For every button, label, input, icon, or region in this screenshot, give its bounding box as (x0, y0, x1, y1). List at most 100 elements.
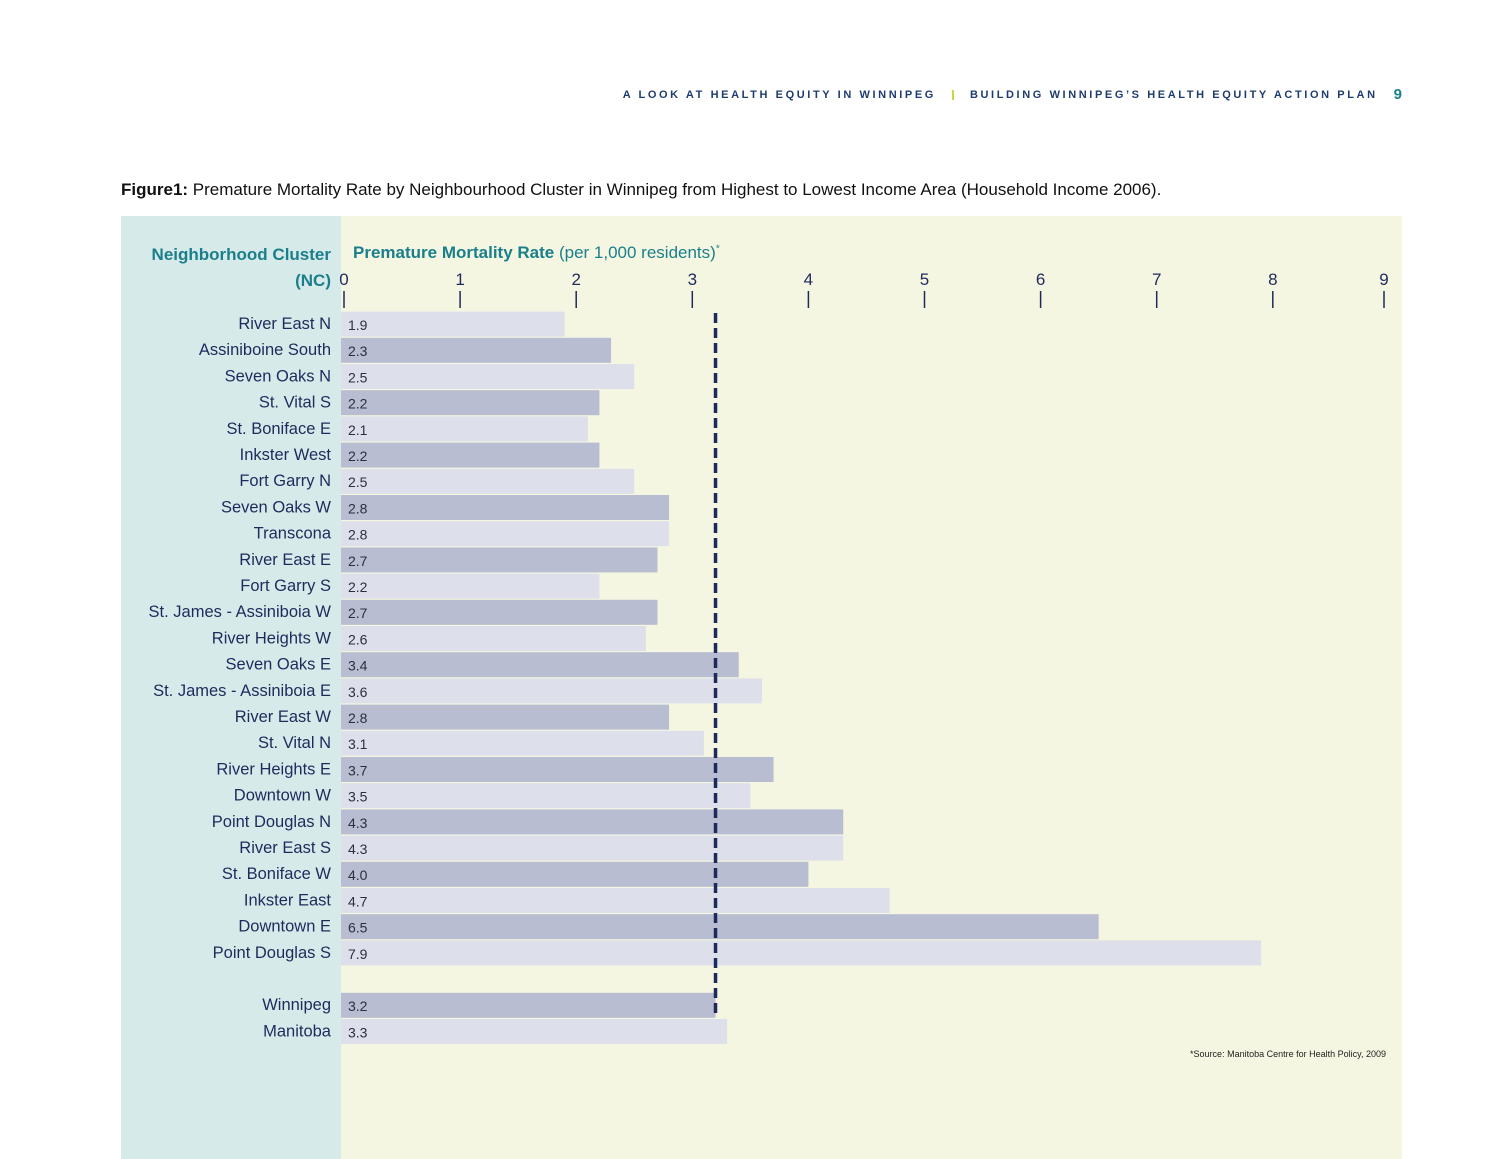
data-label: 3.1 (348, 736, 368, 752)
x-tick-label: 4 (804, 270, 813, 289)
page-number: 9 (1393, 86, 1402, 103)
data-label: 3.3 (348, 1024, 368, 1040)
data-label: 2.3 (348, 343, 368, 359)
category-label: Inkster West (240, 446, 332, 464)
data-label: 3.7 (348, 762, 368, 778)
bar (341, 678, 762, 704)
data-label: 3.6 (348, 684, 368, 700)
bar (341, 495, 670, 520)
category-label: Seven Oaks W (221, 498, 331, 516)
category-panel (121, 216, 341, 1159)
category-label: St. Boniface W (222, 865, 332, 883)
running-header: A LOOK AT HEALTH EQUITY IN WINNIPEG BUIL… (623, 86, 1402, 103)
category-label: River East W (235, 708, 332, 726)
category-label: Seven Oaks N (225, 367, 331, 385)
bar (341, 652, 739, 678)
figure-caption-label: Figure1: (121, 180, 189, 199)
data-label: 4.7 (348, 893, 368, 909)
category-label: Fort Garry S (240, 577, 331, 595)
category-label: St. Boniface E (226, 420, 331, 438)
category-label: River East E (239, 551, 331, 569)
data-label: 7.9 (348, 946, 368, 962)
bar (341, 757, 774, 782)
bar (341, 442, 600, 468)
category-label: Point Douglas N (212, 813, 331, 831)
data-label: 2.5 (348, 369, 368, 385)
bar (341, 573, 600, 599)
x-tick-label: 9 (1379, 270, 1388, 289)
category-label: St. Vital N (258, 734, 331, 752)
bar (341, 704, 670, 730)
category-label: River Heights W (212, 629, 332, 647)
category-label: Assiniboine South (199, 341, 331, 359)
data-label: 3.2 (348, 998, 368, 1014)
bar (341, 835, 844, 861)
running-header-left: A LOOK AT HEALTH EQUITY IN WINNIPEG (622, 88, 936, 101)
data-label: 2.2 (348, 579, 368, 595)
x-tick-label: 3 (688, 270, 697, 289)
data-label: 1.9 (348, 317, 368, 333)
x-tick-label: 2 (571, 270, 580, 289)
bar (341, 626, 646, 651)
x-tick-label: 1 (455, 270, 464, 289)
data-label: 3.4 (348, 658, 368, 674)
bar (341, 416, 588, 442)
data-label: 2.6 (348, 631, 368, 647)
x-tick-label: 5 (920, 270, 929, 289)
bar (341, 521, 670, 547)
data-label: 2.2 (348, 396, 368, 412)
category-label: Inkster East (244, 891, 332, 909)
x-axis-title-rest: (per 1,000 residents) (554, 243, 716, 262)
x-tick-label: 7 (1152, 270, 1161, 289)
x-tick-label: 0 (339, 270, 348, 289)
data-label: 2.5 (348, 474, 368, 490)
bar (341, 311, 565, 337)
bar (341, 940, 1262, 966)
x-axis-title: Premature Mortality Rate (per 1,000 resi… (353, 243, 720, 263)
bar (341, 547, 658, 573)
category-label: Downtown W (234, 787, 332, 805)
category-label: St. James - Assiniboia E (153, 682, 331, 700)
category-label: Seven Oaks E (226, 656, 331, 674)
bar (341, 337, 612, 363)
bar (341, 809, 844, 835)
bar (341, 364, 635, 389)
data-label: 3.5 (348, 789, 368, 805)
bar (341, 914, 1099, 940)
data-label: 2.7 (348, 553, 368, 569)
category-label: River Heights E (216, 760, 331, 778)
data-label: 6.5 (348, 920, 368, 936)
data-label: 4.3 (348, 841, 368, 857)
bar (341, 888, 890, 913)
header-separator (951, 89, 954, 100)
data-label: 4.0 (348, 867, 368, 883)
category-label: Point Douglas S (213, 944, 331, 962)
bar (341, 1019, 728, 1044)
x-tick-label: 6 (1036, 270, 1045, 289)
bar (341, 992, 716, 1018)
category-label: St. James - Assiniboia W (149, 603, 332, 621)
bar (341, 468, 635, 494)
bar (341, 861, 809, 887)
x-axis-title-bold: Premature Mortality Rate (353, 243, 555, 262)
data-label: 2.8 (348, 500, 368, 516)
x-tick-label: 8 (1268, 270, 1277, 289)
bar (341, 730, 704, 756)
data-label: 2.1 (348, 422, 368, 438)
x-axis-title-mark: * (715, 243, 720, 255)
running-header-right: BUILDING WINNIPEG’S HEALTH EQUITY ACTION… (969, 88, 1378, 101)
data-label: 2.2 (348, 448, 368, 464)
category-label: Winnipeg (262, 996, 331, 1014)
source-note: *Source: Manitoba Centre for Health Poli… (1190, 1049, 1386, 1059)
data-label: 2.8 (348, 527, 368, 543)
category-label: River East N (238, 315, 331, 333)
data-label: 4.3 (348, 815, 368, 831)
y-axis-title: Neighborhood Cluster (NC) (151, 245, 331, 290)
category-label: River East S (239, 839, 331, 857)
bar (341, 599, 658, 625)
category-label: Transcona (254, 525, 332, 543)
category-label: St. Vital S (259, 394, 331, 412)
category-label: Fort Garry N (239, 472, 331, 490)
data-label: 2.7 (348, 605, 368, 621)
